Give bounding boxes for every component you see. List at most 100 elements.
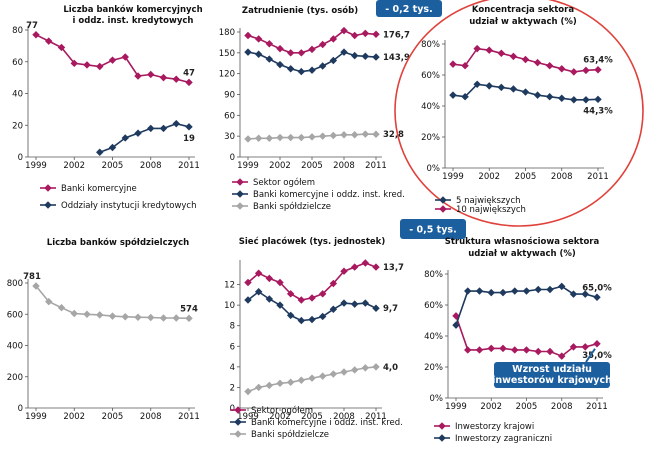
legend-label: Sektor ogółem: [253, 177, 315, 188]
legend-marker: [236, 190, 244, 198]
data-point: [340, 48, 348, 56]
data-point: [522, 287, 531, 295]
data-point: [485, 82, 493, 90]
data-point: [172, 119, 180, 128]
data-point: [350, 51, 359, 60]
data-point: [497, 49, 506, 58]
data-point: [159, 73, 168, 82]
highlight-circle: [394, 0, 644, 227]
data-point: [581, 343, 589, 351]
data-point: [297, 67, 306, 76]
data-point: [329, 131, 338, 140]
x-tick-label: 2011: [365, 412, 387, 422]
x-tick-label: 2008: [140, 412, 162, 422]
chart-title: udział w aktywach (%): [468, 249, 576, 259]
legend-marker: [44, 184, 52, 192]
data-point: [308, 66, 316, 74]
data-point: [487, 288, 495, 297]
data-point: [276, 133, 284, 142]
y-tick-label: 40: [12, 90, 23, 100]
data-point: [286, 311, 295, 320]
data-label: 4,0: [383, 363, 398, 373]
data-point: [318, 62, 327, 70]
data-point: [308, 133, 316, 141]
data-point: [265, 295, 274, 303]
data-point: [499, 344, 507, 353]
data-point: [372, 363, 380, 371]
data-label: 143,9: [383, 53, 410, 63]
data-point: [297, 133, 306, 142]
data-point: [452, 312, 460, 320]
data-point: [329, 279, 338, 288]
y-tick-label: 200: [7, 373, 23, 383]
legend-label: 10 największych: [456, 205, 526, 215]
chart-title: i oddz. inst. kredytowych: [73, 16, 194, 26]
data-point: [159, 314, 168, 322]
data-point: [361, 364, 370, 372]
data-point: [372, 263, 380, 271]
legend-marker: [439, 196, 447, 204]
data-label: 19: [183, 134, 195, 144]
chart-title: Sieć placówek (tys. jednostek): [239, 236, 386, 247]
chart-3: Koncentracja sektora udział w aktywach (%…: [394, 0, 644, 227]
y-tick-label: 80: [12, 26, 23, 36]
data-label: 47: [183, 68, 195, 78]
x-tick-label: 2011: [365, 161, 387, 171]
y-tick-label: 80%: [421, 40, 440, 50]
data-point: [487, 344, 495, 353]
data-point: [286, 49, 295, 57]
chart-title: udział w aktywach (%): [469, 17, 577, 27]
data-label: 32,8: [383, 130, 404, 140]
data-point: [546, 285, 554, 294]
legend-marker: [44, 201, 52, 209]
data-point: [96, 148, 104, 156]
chart-title: Liczba banków spółdzielczych: [47, 237, 189, 248]
data-point: [558, 282, 566, 291]
data-point: [511, 346, 519, 354]
data-point: [96, 62, 104, 71]
data-point: [485, 46, 493, 54]
data-point: [108, 312, 117, 320]
data-point: [254, 134, 263, 142]
data-point: [350, 131, 359, 139]
x-tick-label: 2005: [301, 161, 323, 171]
data-label: 176,7: [383, 30, 410, 40]
data-point: [372, 53, 380, 61]
legend-label: Banki spółdzielcze: [253, 201, 331, 212]
y-tick-label: 4: [230, 363, 235, 373]
data-point: [286, 133, 295, 142]
data-point: [521, 55, 530, 64]
data-point: [593, 293, 601, 301]
chart-title: Liczba banków komercyjnych: [63, 4, 202, 15]
data-point: [147, 70, 155, 79]
x-tick-label: 2008: [551, 402, 573, 412]
y-tick-label: 180: [219, 28, 235, 38]
data-point: [57, 43, 66, 52]
y-tick-label: 0: [18, 153, 23, 163]
data-point: [350, 300, 359, 308]
data-point: [185, 123, 193, 131]
data-point: [581, 290, 589, 298]
data-point: [297, 376, 306, 384]
legend-marker: [234, 418, 242, 426]
data-label: 9,7: [383, 304, 398, 314]
data-point: [340, 131, 348, 139]
data-point: [361, 52, 370, 61]
x-tick-label: 2011: [178, 161, 200, 171]
data-point: [70, 309, 78, 318]
data-point: [461, 92, 469, 101]
data-point: [521, 88, 530, 96]
y-tick-label: 20%: [424, 363, 443, 373]
x-tick-label: 2011: [586, 402, 608, 412]
data-point: [172, 314, 180, 322]
data-point: [329, 305, 338, 313]
data-point: [533, 58, 542, 67]
legend-marker: [438, 422, 446, 430]
data-point: [134, 313, 142, 321]
data-point: [545, 92, 554, 101]
data-point: [265, 381, 274, 390]
data-point: [254, 288, 263, 296]
data-point: [372, 30, 380, 39]
data-point: [318, 40, 327, 49]
data-label: 63,4%: [583, 56, 613, 66]
